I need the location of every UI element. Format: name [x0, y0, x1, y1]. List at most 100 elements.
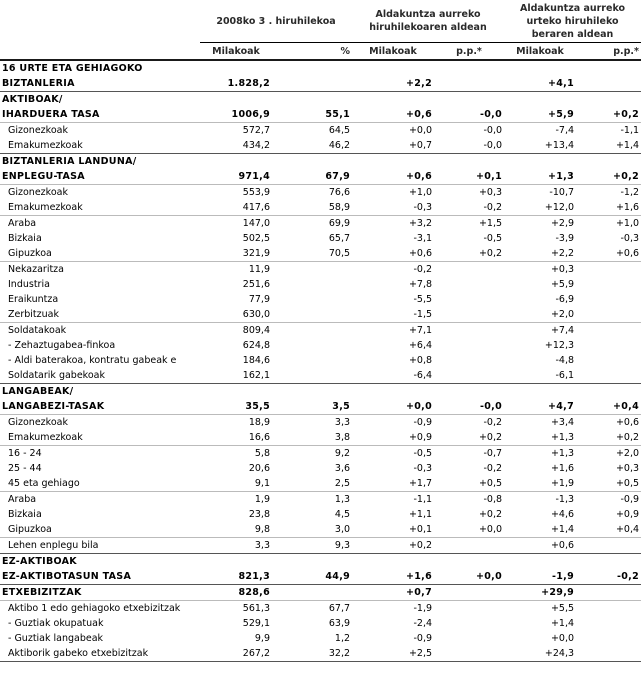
table-cell: [434, 277, 504, 292]
table-cell: 64,5: [272, 122, 353, 138]
table-cell: 76,6: [272, 184, 353, 200]
table-cell: [576, 338, 641, 353]
table-cell: 11,9: [200, 261, 272, 277]
table-cell: 44,9: [325, 571, 351, 582]
table-cell: [434, 322, 505, 338]
header-vs-prev-year: Aldakuntza aurreko urteko hiruhileko ber…: [504, 0, 642, 43]
table-row: Nekazaritza 11,9 -0,2 +0,3: [0, 261, 642, 277]
table-row: EZ-AKTIBOAK: [0, 553, 642, 569]
table-cell: +0,7: [352, 584, 435, 601]
table-cell: [434, 646, 505, 662]
row-label: 16 URTE ETA GEHIAGOKO: [0, 59, 200, 76]
table-row: Gipuzkoa 321,9 70,5 +0,6 +0,2 +2,2 +0,6: [0, 246, 641, 262]
table-cell: [434, 307, 504, 323]
table-row: Aktibo 1 edo gehiagoko etxebizitzak 561,3…: [0, 600, 642, 616]
row-label: Eraikuntza: [8, 294, 59, 305]
table-cell: [272, 368, 352, 384]
table-cell: 624,8: [242, 340, 270, 351]
table-cell: [272, 584, 353, 601]
table-cell: -6,1: [555, 370, 575, 381]
table-cell: -1,3: [504, 491, 577, 507]
table-cell: +3,4: [504, 414, 577, 430]
table-cell: +0,0: [478, 524, 503, 535]
row-label: Gipuzkoa: [8, 248, 52, 259]
row-label: Aktibo 1 edo gehiagoko etxebizitzak: [0, 600, 200, 616]
table-cell: +1,4: [615, 140, 640, 151]
row-label: Soldatarik gabekoak: [8, 370, 105, 381]
table-cell: 971,4: [238, 171, 270, 182]
table-cell: +1,3: [504, 445, 577, 461]
table-row: 16 URTE ETA GEHIAGOKO: [0, 59, 642, 76]
table-cell: [434, 631, 504, 646]
table-cell: +0,5: [478, 478, 503, 489]
table-cell: +1,4: [550, 524, 575, 535]
table-cell: 502,5: [242, 233, 270, 244]
table-cell: 1.828,2: [227, 78, 270, 89]
row-label: LANGABEZI-TASAK: [2, 401, 105, 412]
table-cell: [576, 353, 641, 368]
row-label: Aktiborik gabeko etxebizitzak: [0, 646, 200, 662]
table-cell: [576, 600, 642, 616]
table-cell: [272, 383, 353, 399]
table-cell: -0,3: [620, 233, 640, 244]
table-cell: 251,6: [242, 279, 270, 290]
table-cell: +0,2: [478, 248, 503, 259]
table-cell: +1,6: [406, 571, 433, 582]
table-cell: -6,9: [555, 294, 575, 305]
subheader-thousands: Milakoak: [200, 42, 272, 61]
table-cell: 561,3: [200, 600, 272, 616]
table-cell: [504, 553, 577, 569]
row-label: LANGABEAK/: [0, 383, 200, 399]
table-cell: 529,1: [242, 618, 270, 629]
table-cell: -7,4: [504, 122, 577, 138]
table-cell: -1,5: [413, 309, 433, 320]
table-cell: -0,3: [413, 463, 433, 474]
subheader-pp: p.p.*: [576, 42, 642, 61]
table-cell: -1,1: [576, 122, 642, 138]
table-cell: +2,0: [550, 309, 575, 320]
header-vs-prev-quarter: Aldakuntza aurreko hiruhilekoaren aldean: [352, 0, 505, 43]
table-cell: +0,1: [408, 524, 433, 535]
row-label: Lehen enplegu bila: [0, 537, 200, 554]
table-cell: [272, 76, 352, 92]
table-cell: +0,6: [576, 414, 642, 430]
table-cell: +7,1: [352, 322, 435, 338]
table-row: - Aldi baterakoa, kontratu gabeak e 184,6…: [0, 353, 641, 368]
table-row: Emakumezkoak 434,2 46,2 +0,7 -0,0 +13,4 +1,4: [0, 138, 641, 154]
table-cell: [576, 322, 642, 338]
table-cell: +0,8: [408, 355, 433, 366]
header-row-top: 2008ko 3 . hiruhilekoa Aldakuntza aurrek…: [0, 0, 642, 43]
table-row: EZ-AKTIBOTASUN TASA 821,3 44,9 +1,6 +0,0 -1,9…: [0, 569, 641, 585]
table-cell: [576, 277, 641, 292]
table-row: LANGABEAK/: [0, 383, 642, 399]
table-cell: [200, 91, 272, 107]
row-label: Gizonezkoak: [0, 122, 200, 138]
table-cell: [352, 153, 435, 169]
table-cell: 55,1: [325, 109, 351, 120]
subheader-thousands: Milakoak: [352, 42, 435, 61]
table-cell: [352, 383, 435, 399]
table-cell: +3,2: [352, 215, 435, 231]
table-row: BIZTANLERIA 1.828,2 +2,2 +4,1: [0, 76, 641, 92]
table-cell: +0,0: [550, 633, 575, 644]
table-row: Gizonezkoak 18,9 3,3 -0,9 -0,2 +3,4 +0,6: [0, 414, 642, 430]
table-cell: +24,3: [504, 646, 577, 662]
table-cell: 162,1: [242, 370, 270, 381]
table-cell: [352, 59, 435, 76]
table-cell: [352, 553, 435, 569]
table-cell: +0,3: [504, 261, 577, 277]
table-body: 16 URTE ETA GEHIAGOKO BIZTANLERIA 1.828,2 +…: [0, 59, 642, 662]
table-cell: +0,9: [615, 509, 640, 520]
table-cell: +0,3: [615, 463, 640, 474]
table-cell: -0,7: [434, 445, 505, 461]
table-cell: +1,0: [576, 215, 642, 231]
table-cell: +0,2: [613, 109, 640, 120]
table-row: Eraikuntza 77,9 -5,5 -6,9: [0, 292, 641, 307]
table-cell: +0,0: [406, 401, 433, 412]
table-cell: -0,3: [413, 202, 433, 213]
table-cell: -0,0: [480, 109, 503, 120]
table-cell: [576, 76, 641, 92]
table-cell: +7,8: [408, 279, 433, 290]
table-cell: -0,2: [617, 571, 640, 582]
